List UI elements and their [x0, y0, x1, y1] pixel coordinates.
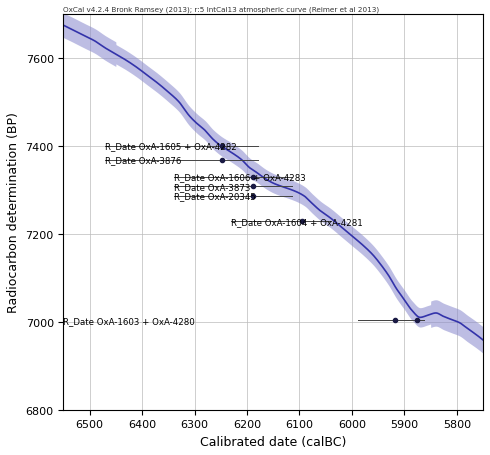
Text: R_Date OxA-3873: R_Date OxA-3873	[173, 182, 250, 191]
Y-axis label: Radiocarbon determination (BP): Radiocarbon determination (BP)	[7, 112, 20, 313]
Text: R_Date OxA-1604 + OxA-4281: R_Date OxA-1604 + OxA-4281	[231, 217, 363, 227]
Text: R_Date OxA-1605 + OxA-4282: R_Date OxA-1605 + OxA-4282	[105, 142, 237, 151]
Text: R_Date OxA-1606 + OxA-4283: R_Date OxA-1606 + OxA-4283	[173, 172, 305, 182]
Text: OxCal v4.2.4 Bronk Ramsey (2013); r:5 IntCal13 atmospheric curve (Reimer et al 2: OxCal v4.2.4 Bronk Ramsey (2013); r:5 In…	[64, 7, 380, 13]
Text: R_Date OxA-1603 + OxA-4280: R_Date OxA-1603 + OxA-4280	[64, 316, 195, 325]
X-axis label: Calibrated date (calBC): Calibrated date (calBC)	[200, 435, 346, 448]
Text: R_Date OxA-20345: R_Date OxA-20345	[173, 192, 255, 201]
Text: R_Date OxA-3876: R_Date OxA-3876	[105, 156, 182, 165]
